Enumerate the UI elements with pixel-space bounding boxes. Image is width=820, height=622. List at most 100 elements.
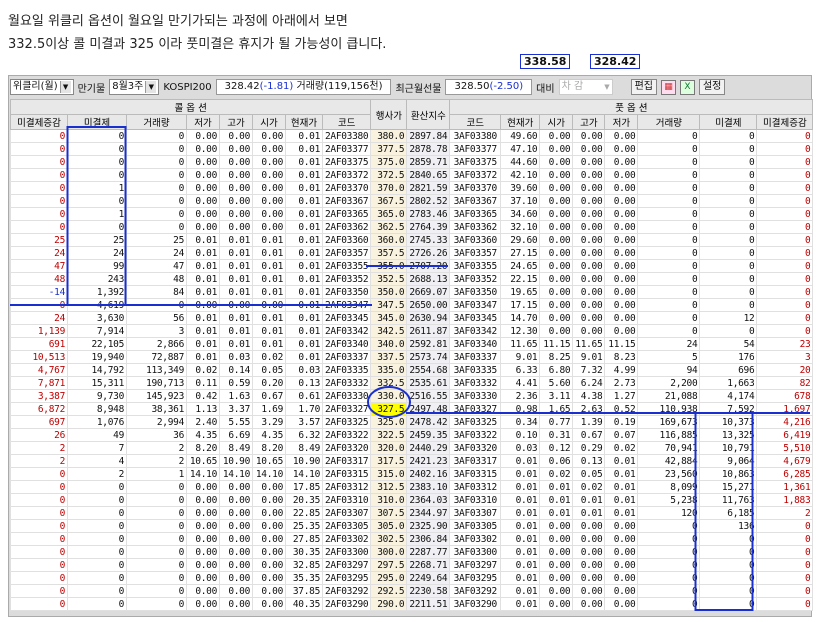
table-row[interactable]: 47 99 47 0.01 0.01 0.01 0.01 2AF03355 355.0 2707.… <box>10 259 814 273</box>
table-row[interactable]: 0 0 0 0.00 0.00 0.00 22.85 2AF03307 307.5 2344.97… <box>10 506 814 520</box>
call-open-interest: 9,730 <box>67 389 127 403</box>
call-oi-change: 24 <box>10 311 68 325</box>
call-code: 2AF03312 <box>321 480 372 494</box>
put-price: 0.01 <box>500 480 541 494</box>
call-volume: 3 <box>126 324 187 338</box>
call-low: 0.00 <box>186 480 220 494</box>
table-row[interactable]: 0 0 0 0.00 0.00 0.00 40.35 2AF03290 290.0 2211.51… <box>10 597 814 611</box>
put-oi-change: 1,361 <box>756 480 814 494</box>
table-row[interactable]: 691 22,105 2,866 0.01 0.01 0.01 0.01 2AF03340 34… <box>10 337 814 351</box>
call-price: 0.01 <box>285 324 323 338</box>
put-open: 0.00 <box>539 181 574 195</box>
table-row[interactable]: 24 24 24 0.01 0.01 0.01 0.01 2AF03357 357.5 2726.… <box>10 246 814 260</box>
strike-price: 380.0 <box>370 129 408 143</box>
settings-button[interactable]: 설정 <box>698 79 726 95</box>
put-price: 37.10 <box>500 194 541 208</box>
put-open: 0.00 <box>539 558 574 572</box>
call-open: 0.01 <box>252 272 286 286</box>
put-open: 0.00 <box>539 233 574 247</box>
call-high: 0.01 <box>219 233 253 247</box>
put-open-interest: 6,185 <box>699 506 758 520</box>
call-code: 2AF03377 <box>321 142 372 156</box>
conv-index: 2650.00 <box>406 298 451 312</box>
call-volume: 25 <box>126 233 187 247</box>
table-row[interactable]: 6,872 8,948 38,361 1.13 3.37 1.69 1.70 2AF03327… <box>10 402 814 416</box>
put-low: 0.00 <box>604 142 639 156</box>
put-price: 12.30 <box>500 324 541 338</box>
put-open-interest: 7,592 <box>699 402 758 416</box>
table-row[interactable]: 1,139 7,914 3 0.01 0.01 0.01 0.01 2AF03342 342.5… <box>10 324 814 338</box>
call-code: 2AF03295 <box>321 571 372 585</box>
table-row[interactable]: 0 0 0 0.00 0.00 0.00 0.01 2AF03362 362.5 2764.39 3… <box>10 220 814 234</box>
put-low: 0.00 <box>604 181 639 195</box>
table-row[interactable]: 25 25 25 0.01 0.01 0.01 0.01 2AF03360 360.0 2745.… <box>10 233 814 247</box>
put-price: 22.15 <box>500 272 541 286</box>
conv-index: 2440.29 <box>406 441 451 455</box>
table-row[interactable]: 10,513 19,940 72,887 0.01 0.03 0.02 0.01 2AF033… <box>10 350 814 364</box>
grid-icon[interactable]: ▦ <box>660 79 676 95</box>
table-row[interactable]: 0 1 0 0.00 0.00 0.00 0.01 2AF03365 365.0 2783.46 3… <box>10 207 814 221</box>
table-row[interactable]: 0 0 0 0.00 0.00 0.00 35.35 2AF03295 295.0 2249.64… <box>10 571 814 585</box>
table-row[interactable]: 48 243 48 0.01 0.01 0.01 0.01 2AF03352 352.5 2688… <box>10 272 814 286</box>
edit-button[interactable]: 편집 <box>630 79 657 95</box>
put-price: 0.03 <box>500 441 541 455</box>
put-high: 0.00 <box>572 181 606 195</box>
table-row[interactable]: -14 1,392 84 0.01 0.01 0.01 0.01 2AF03350 350.0 2… <box>10 285 814 299</box>
call-code: 2AF03317 <box>321 454 372 468</box>
table-row[interactable]: 3,387 9,730 145,923 0.42 1.63 0.67 0.61 2AF0333… <box>10 389 814 403</box>
call-open-interest: 7,914 <box>67 324 127 338</box>
table-row[interactable]: 0 0 0 0.00 0.00 0.00 27.85 2AF03302 302.5 2306.84… <box>10 532 814 546</box>
call-oi-change: 0 <box>10 194 68 208</box>
table-row[interactable]: 0 0 0 0.00 0.00 0.00 0.01 2AF03380 380.0 2897.84 3… <box>10 129 814 143</box>
table-row[interactable]: 697 1,076 2,994 2.40 5.55 3.29 3.57 2AF03325 325… <box>10 415 814 429</box>
table-row[interactable]: 0 0 0 0.00 0.00 0.00 32.85 2AF03297 297.5 2268.71… <box>10 558 814 572</box>
put-low: 0.00 <box>604 233 639 247</box>
table-row[interactable]: 7,871 15,311 190,713 0.11 0.59 0.20 0.13 2AF033… <box>10 376 814 390</box>
call-open-interest: 0 <box>67 532 127 546</box>
table-row[interactable]: 0 0 0 0.00 0.00 0.00 30.35 2AF03300 300.0 2287.77… <box>10 545 814 559</box>
put-price: 4.41 <box>500 376 541 390</box>
call-oi-change: 0 <box>10 207 68 221</box>
option-type-select[interactable]: 위클리(월) ▼ <box>10 79 74 95</box>
call-open-interest: 0 <box>67 129 127 143</box>
put-volume: 5 <box>637 350 701 364</box>
table-row[interactable]: 24 3,630 56 0.01 0.01 0.01 0.01 2AF03345 345.0 26… <box>10 311 814 325</box>
put-open: 0.00 <box>539 129 574 143</box>
table-row[interactable]: 0 4,619 0 0.00 0.00 0.00 0.01 2AF03347 347.5 2650… <box>10 298 814 312</box>
call-code: 2AF03340 <box>321 337 372 351</box>
put-volume: 0 <box>637 272 701 286</box>
put-open: 0.00 <box>539 571 574 585</box>
table-row[interactable]: 26 49 36 4.35 6.69 4.35 6.32 2AF03322 322.5 2459.… <box>10 428 814 442</box>
table-row[interactable]: 0 2 1 14.10 14.10 14.10 14.10 2AF03315 315.0 2402… <box>10 467 814 481</box>
table-row[interactable]: 0 0 0 0.00 0.00 0.00 20.35 2AF03310 310.0 2364.03… <box>10 493 814 507</box>
put-volume: 120 <box>637 506 701 520</box>
put-price: 0.01 <box>500 532 541 546</box>
table-row[interactable]: 0 0 0 0.00 0.00 0.00 37.85 2AF03292 292.5 2230.58… <box>10 584 814 598</box>
call-open-interest: 0 <box>67 558 127 572</box>
excel-icon[interactable]: X <box>679 79 695 95</box>
strike-price: 300.0 <box>370 545 408 559</box>
table-row[interactable]: 0 0 0 0.00 0.00 0.00 0.01 2AF03377 377.5 2878.78 3… <box>10 142 814 156</box>
table-row[interactable]: 2 7 2 8.20 8.49 8.20 8.49 2AF03320 320.0 2440.29 3… <box>10 441 814 455</box>
put-volume: 70,941 <box>637 441 701 455</box>
table-row[interactable]: 0 0 0 0.00 0.00 0.00 0.01 2AF03372 372.5 2840.65 3… <box>10 168 814 182</box>
call-open: 0.00 <box>252 207 286 221</box>
table-row[interactable]: 0 0 0 0.00 0.00 0.00 17.85 2AF03312 312.5 2383.10… <box>10 480 814 494</box>
call-price: 35.35 <box>285 571 323 585</box>
compare-select[interactable]: 차 감 ▼ <box>558 79 613 95</box>
put-code: 3AF03342 <box>449 324 502 338</box>
call-volume: 2,994 <box>126 415 187 429</box>
conv-index: 2878.78 <box>406 142 451 156</box>
put-open-interest: 12 <box>699 311 758 325</box>
table-row[interactable]: 0 1 0 0.00 0.00 0.00 0.01 2AF03370 370.0 2821.59 3… <box>10 181 814 195</box>
table-row[interactable]: 0 0 0 0.00 0.00 0.00 0.01 2AF03375 375.0 2859.71 3… <box>10 155 814 169</box>
put-open-interest: 0 <box>699 272 758 286</box>
caption-line-2: 332.5이상 콜 미결과 325 이라 풋미결은 휴지가 될 가능성이 큽니다… <box>8 37 387 52</box>
table-row[interactable]: 4,767 14,792 113,349 0.02 0.14 0.05 0.03 2AF033… <box>10 363 814 377</box>
expiry-select[interactable]: 8월3주 ▼ <box>109 79 160 95</box>
table-row[interactable]: 2 4 2 10.65 10.90 10.65 10.90 2AF03317 317.5 2421… <box>10 454 814 468</box>
table-row[interactable]: 0 0 0 0.00 0.00 0.00 0.01 2AF03367 367.5 2802.52 3… <box>10 194 814 208</box>
call-oi-change: 0 <box>10 532 68 546</box>
put-open-interest: 176 <box>699 350 758 364</box>
table-row[interactable]: 0 0 0 0.00 0.00 0.00 25.35 2AF03305 305.0 2325.90… <box>10 519 814 533</box>
